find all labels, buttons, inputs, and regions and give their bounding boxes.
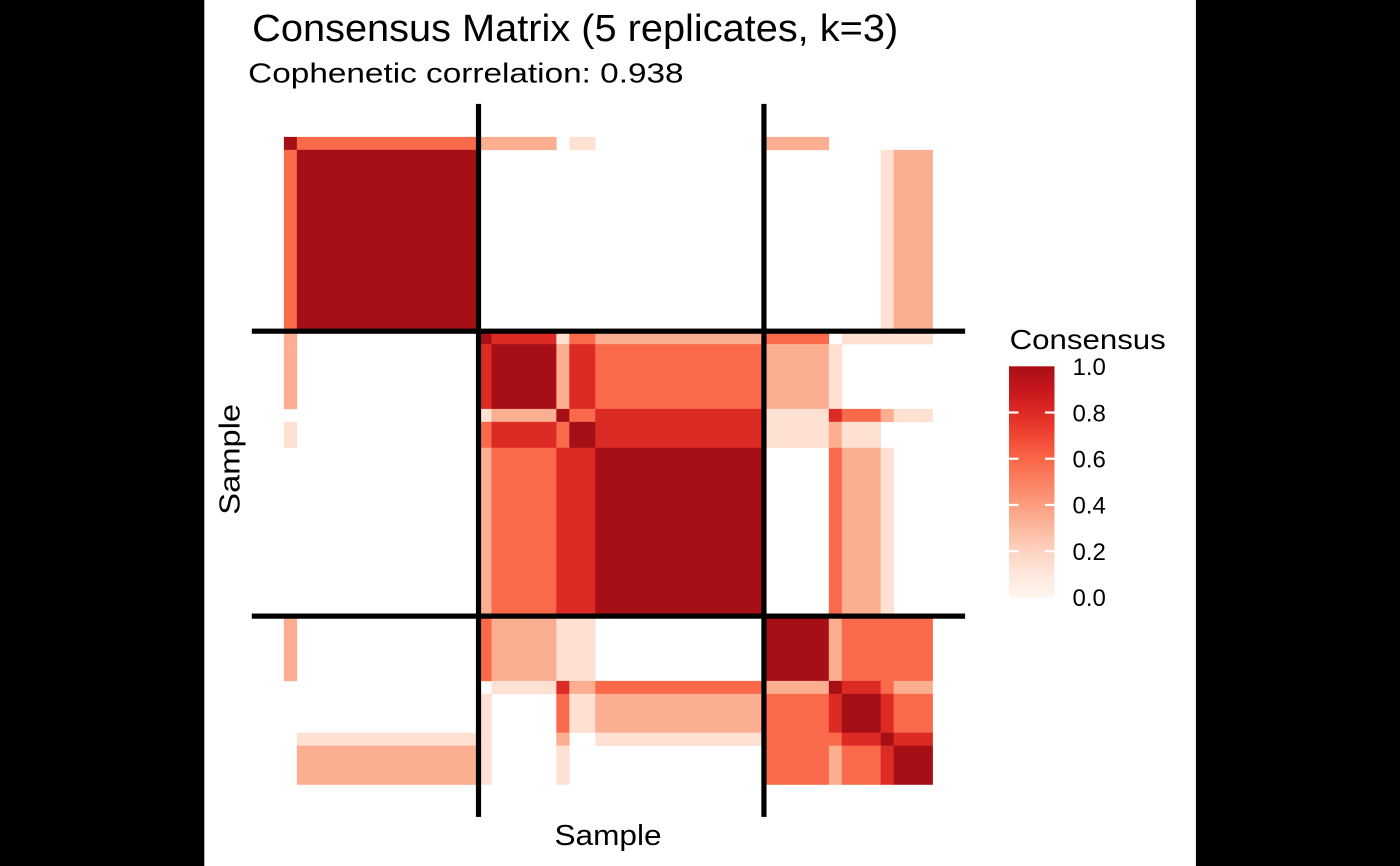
- svg-text:0.4: 0.4: [1073, 493, 1106, 520]
- svg-text:0.8: 0.8: [1073, 400, 1106, 427]
- svg-text:1.0: 1.0: [1073, 354, 1106, 381]
- svg-text:Sample: Sample: [215, 404, 247, 515]
- svg-text:0.0: 0.0: [1073, 585, 1106, 612]
- svg-text:0.2: 0.2: [1073, 539, 1106, 566]
- svg-text:Cophenetic correlation: 0.938: Cophenetic correlation: 0.938: [248, 58, 683, 89]
- svg-text:Sample: Sample: [555, 820, 662, 852]
- svg-text:0.6: 0.6: [1073, 446, 1106, 473]
- svg-text:Consensus Matrix (5 replicates: Consensus Matrix (5 replicates, k=3): [252, 7, 898, 49]
- svg-text:Consensus: Consensus: [1010, 324, 1166, 355]
